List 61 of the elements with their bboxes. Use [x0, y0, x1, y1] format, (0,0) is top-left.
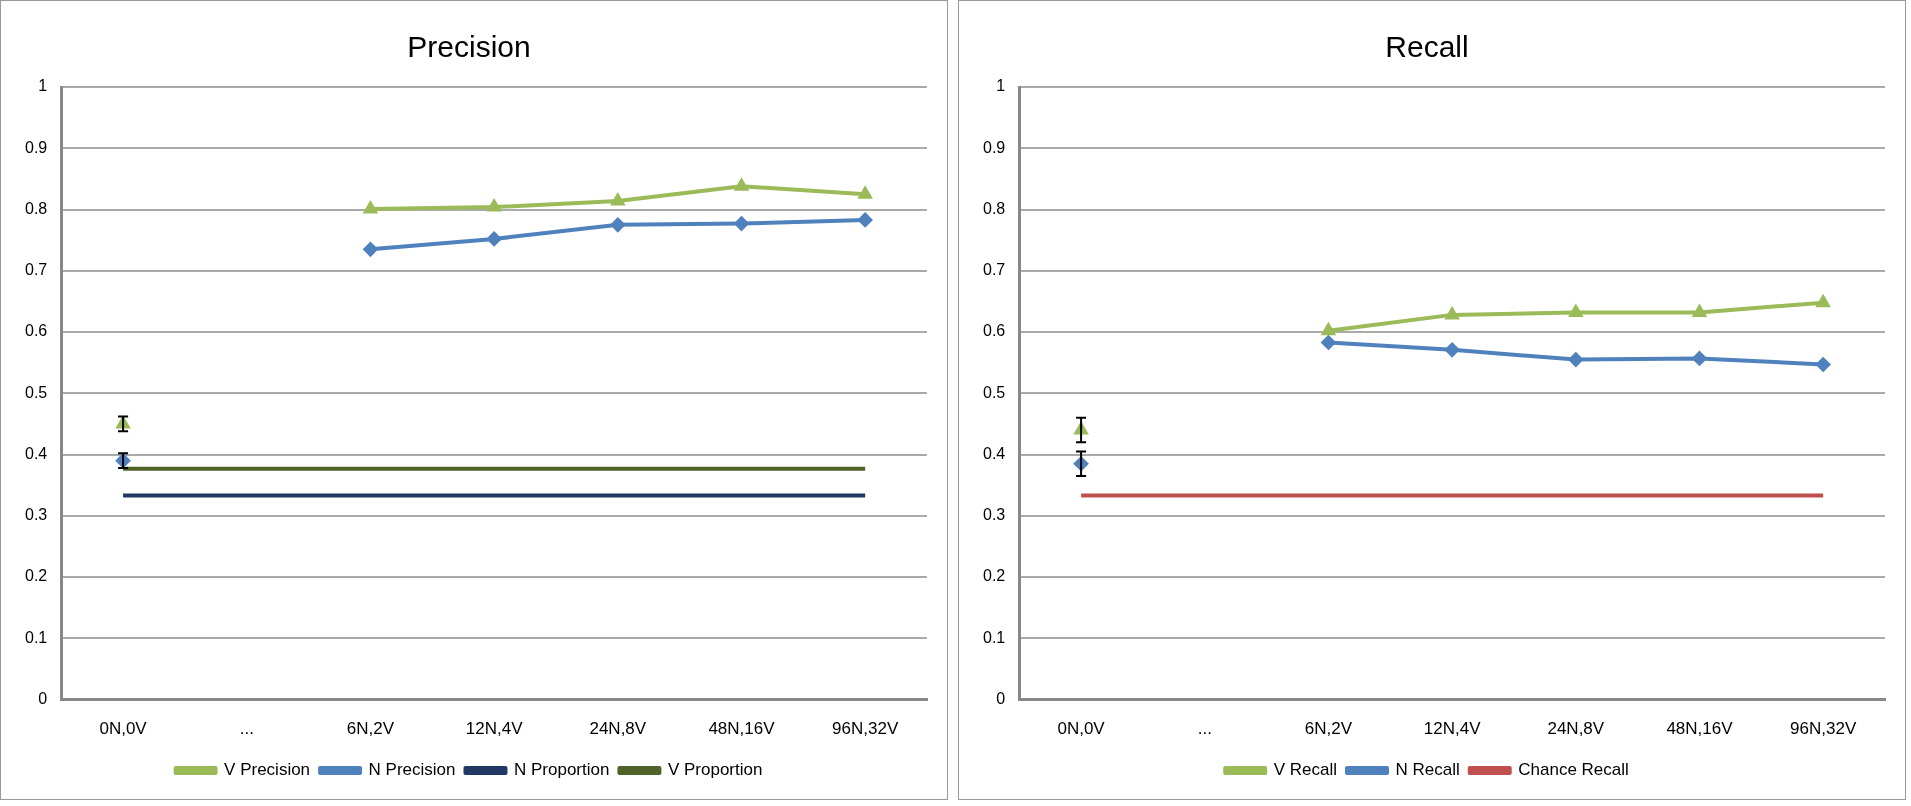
y-tick-label: 0.3 [24, 506, 48, 524]
x-tick-label: ... [239, 719, 254, 739]
point [487, 200, 501, 212]
point [734, 216, 749, 231]
point [1815, 293, 1831, 308]
y-tick-label: 0.1 [982, 628, 1006, 646]
y-tick-label: 0.6 [982, 322, 1006, 340]
y-tick-label: 0 [996, 690, 1006, 708]
point [1445, 307, 1459, 320]
legend-label: V Precision [224, 760, 311, 780]
legend-label: N Proportion [513, 760, 610, 780]
y-tick-label: 0.2 [24, 567, 48, 585]
x-tick-label: 48N,16V [1666, 719, 1734, 739]
y-tick-label: 0.7 [982, 261, 1006, 279]
legend-label: V Proportion [667, 760, 763, 780]
point [1569, 305, 1583, 317]
point [611, 193, 625, 206]
y-tick-label: 0.8 [982, 199, 1006, 217]
legend-label: N Recall [1395, 760, 1460, 780]
x-tick-label: 24N,8V [1547, 719, 1605, 739]
point [1321, 335, 1336, 350]
x-tick-label: 0N,0V [99, 719, 148, 739]
y-tick-label: 1 [38, 77, 48, 95]
y-tick-label: 1 [996, 77, 1006, 95]
point [487, 231, 502, 246]
point [610, 217, 625, 232]
y-tick-label: 0.7 [24, 261, 48, 279]
point [363, 242, 378, 257]
y-tick-label: 0.4 [24, 444, 48, 462]
chart-title: Recall [1385, 30, 1469, 64]
point [1568, 352, 1583, 367]
chart-title: Precision [407, 30, 531, 64]
y-tick-label: 0.5 [24, 383, 48, 401]
y-tick-label: 0.2 [982, 567, 1006, 585]
x-tick-label: 96N,32V [832, 719, 899, 739]
y-tick-label: 0.9 [24, 138, 48, 156]
point [1445, 342, 1460, 357]
y-tick-label: 0.1 [24, 628, 48, 646]
x-tick-label: 96N,32V [1790, 719, 1857, 739]
x-tick-label: 12N,4V [1423, 719, 1482, 739]
y-tick-label: 0.5 [982, 383, 1006, 401]
y-tick-label: 0 [38, 690, 48, 708]
y-tick-label: 0.4 [982, 444, 1006, 462]
point [858, 212, 873, 227]
x-tick-label: 0N,0V [1057, 719, 1106, 739]
y-tick-label: 0.9 [982, 138, 1006, 156]
point [1816, 357, 1831, 372]
legend-label: N Precision [368, 760, 456, 780]
x-tick-label: 6N,2V [1304, 719, 1353, 739]
y-tick-label: 0.3 [982, 506, 1006, 524]
legend-label: Chance Recall [1518, 760, 1629, 780]
legend-label: V Recall [1273, 760, 1338, 780]
y-tick-label: 0.6 [24, 322, 48, 340]
x-tick-label: ... [1197, 719, 1212, 739]
x-tick-label: 12N,4V [465, 719, 524, 739]
point [858, 187, 872, 199]
x-tick-label: 24N,8V [589, 719, 647, 739]
x-tick-label: 48N,16V [708, 719, 776, 739]
y-tick-label: 0.8 [24, 199, 48, 217]
point [1692, 351, 1707, 366]
x-tick-label: 6N,2V [346, 719, 395, 739]
